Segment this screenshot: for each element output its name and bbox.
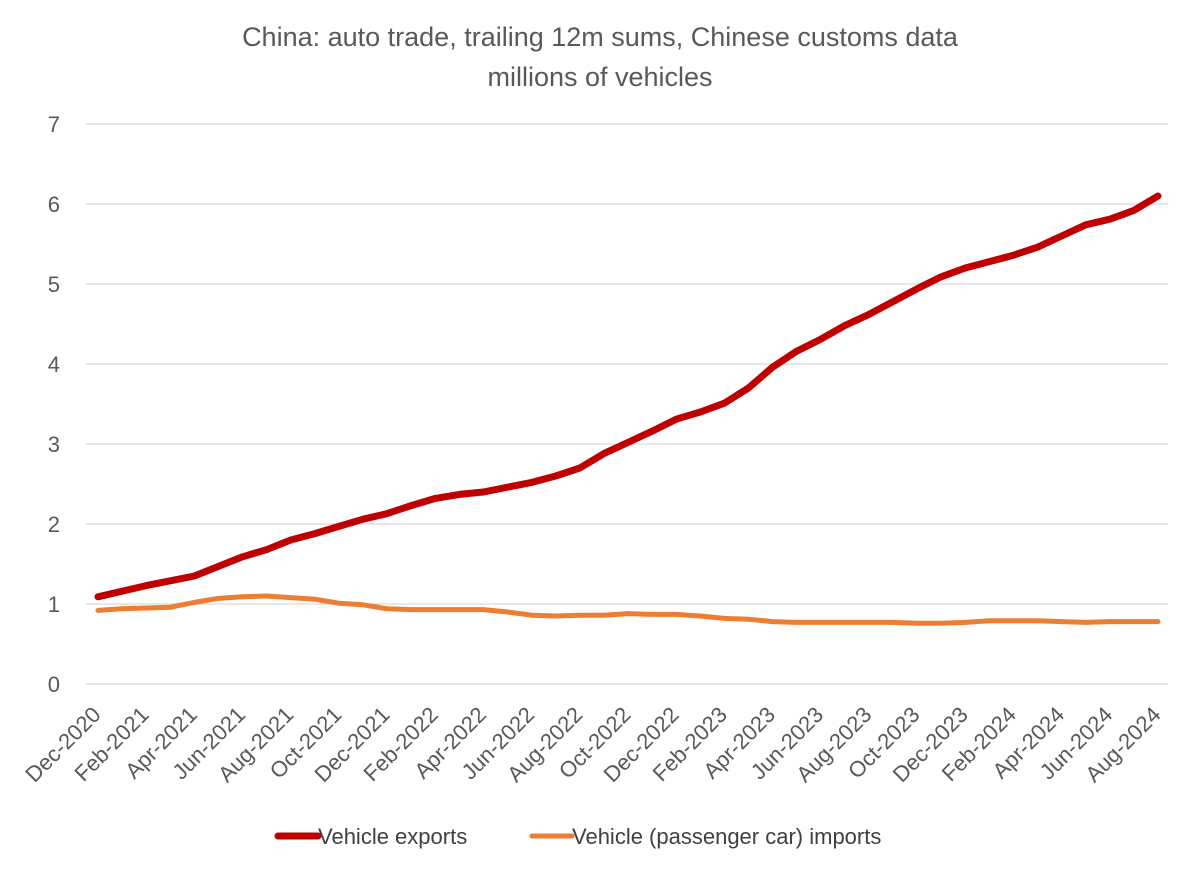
legend: Vehicle exports Vehicle (passenger car) i… xyxy=(274,824,881,849)
series-line-vehicle-exports xyxy=(94,192,1162,601)
y-axis-tick-labels: 0 1 2 3 4 5 6 7 xyxy=(48,112,60,697)
series-line-vehicle-imports xyxy=(95,593,1161,626)
chart-subtitle: millions of vehicles xyxy=(487,62,712,92)
y-tick-label: 5 xyxy=(48,272,60,297)
y-tick-label: 0 xyxy=(48,672,60,697)
y-tick-label: 3 xyxy=(48,432,60,457)
series-lines xyxy=(94,192,1162,626)
legend-label: Vehicle exports xyxy=(318,824,467,849)
y-tick-label: 1 xyxy=(48,592,60,617)
y-tick-label: 2 xyxy=(48,512,60,537)
gridlines xyxy=(86,123,1168,685)
chart-title: China: auto trade, trailing 12m sums, Ch… xyxy=(242,22,959,52)
legend-label: Vehicle (passenger car) imports xyxy=(572,824,881,849)
y-tick-label: 4 xyxy=(48,352,60,377)
y-tick-label: 6 xyxy=(48,192,60,217)
y-tick-label: 7 xyxy=(48,112,60,137)
